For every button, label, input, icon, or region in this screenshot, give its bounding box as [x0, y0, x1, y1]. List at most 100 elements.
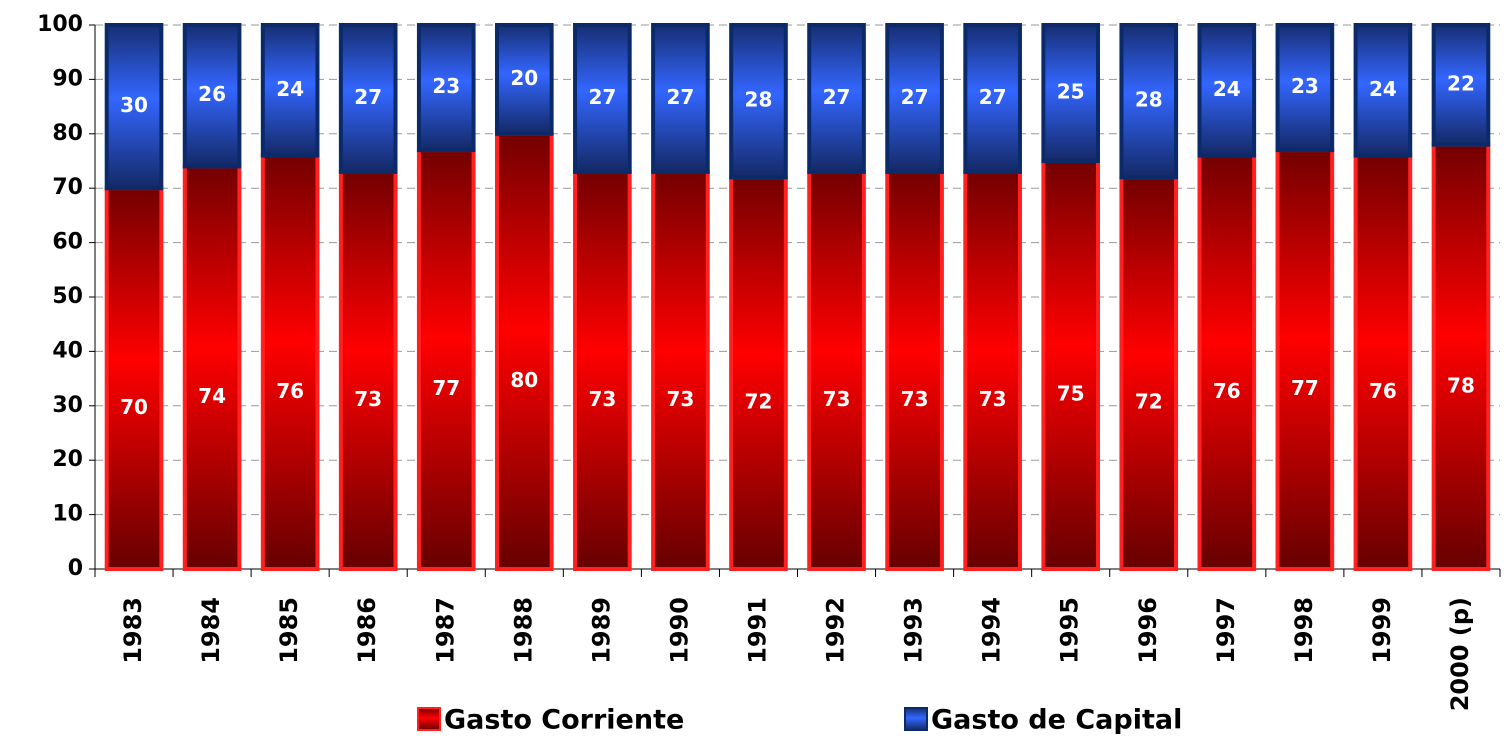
- value-label: 26: [198, 82, 226, 106]
- value-label: 73: [979, 387, 1007, 411]
- y-tick-label: 30: [52, 393, 83, 418]
- value-label: 75: [1057, 382, 1085, 406]
- y-tick-label: 60: [52, 230, 83, 255]
- bar-segment: [338, 23, 398, 174]
- y-tick-label: 20: [52, 447, 83, 472]
- value-label: 73: [666, 387, 694, 411]
- bar-segment: [729, 23, 788, 180]
- y-tick-label: 80: [52, 121, 83, 146]
- x-tick-label: 1998: [1290, 597, 1318, 664]
- y-tick-label: 70: [52, 175, 83, 200]
- y-tick-label: 40: [52, 338, 83, 363]
- bar-segment: [1041, 23, 1101, 163]
- value-label: 28: [1135, 88, 1163, 112]
- x-tick-label: 1991: [743, 597, 771, 664]
- value-label: 22: [1447, 71, 1475, 95]
- x-tick-label: 1993: [900, 597, 928, 664]
- x-tick-label: 1996: [1134, 597, 1162, 664]
- bar-segment: [885, 23, 944, 174]
- bar-segment: [1197, 153, 1257, 571]
- bar-segment: [1041, 159, 1101, 571]
- x-tick-label: 1988: [509, 597, 537, 664]
- value-label: 77: [1291, 376, 1319, 400]
- value-label: 27: [588, 85, 616, 109]
- bar-segment: [1353, 23, 1413, 158]
- value-label: 24: [276, 77, 304, 101]
- x-tick-label: 1983: [119, 597, 147, 664]
- value-label: 73: [901, 387, 929, 411]
- value-label: 78: [1447, 373, 1475, 397]
- value-label: 27: [979, 85, 1007, 109]
- value-label: 24: [1213, 77, 1241, 101]
- value-label: 24: [1369, 77, 1397, 101]
- value-label: 27: [901, 85, 929, 109]
- value-label: 72: [745, 390, 773, 414]
- bar-segment: [885, 169, 944, 571]
- value-label: 70: [120, 395, 148, 419]
- value-label: 27: [354, 85, 382, 109]
- value-label: 27: [823, 85, 851, 109]
- x-tick-label: 1984: [197, 597, 225, 664]
- bar-segment: [963, 169, 1022, 571]
- bar-segment: [651, 23, 710, 174]
- x-tick-label: 1987: [431, 597, 459, 664]
- legend-label: Gasto Corriente: [444, 705, 684, 736]
- legend-label: Gasto de Capital: [931, 705, 1182, 736]
- bar-segment: [182, 164, 242, 571]
- y-tick-label: 100: [37, 12, 83, 37]
- bar-segment: [416, 148, 476, 571]
- x-tick-label: 1986: [353, 597, 381, 664]
- y-tick-label: 50: [52, 284, 83, 309]
- x-tick-label: 2000 (p): [1446, 597, 1474, 711]
- bar-segment: [1275, 148, 1335, 571]
- y-tick-label: 0: [68, 556, 83, 581]
- value-label: 76: [276, 379, 304, 403]
- bar-segment: [416, 23, 476, 153]
- bar-segment: [807, 23, 866, 174]
- value-label: 27: [666, 85, 694, 109]
- x-tick-label: 1989: [587, 597, 615, 664]
- bar-segment: [1353, 153, 1413, 571]
- value-label: 80: [510, 368, 538, 392]
- bar-segment: [494, 131, 554, 572]
- bar-segment: [494, 23, 554, 136]
- bar-segment: [260, 23, 320, 158]
- value-label: 73: [354, 387, 382, 411]
- y-tick-label: 90: [52, 66, 83, 91]
- bar-segment: [1197, 23, 1257, 158]
- bar-segment: [573, 169, 632, 571]
- bar-segment: [338, 169, 398, 571]
- bar-segment: [651, 169, 710, 571]
- value-label: 28: [745, 88, 773, 112]
- value-label: 23: [432, 74, 460, 98]
- bar-segment: [104, 186, 164, 571]
- x-tick-label: 1995: [1056, 597, 1084, 664]
- value-label: 77: [432, 376, 460, 400]
- bar-segment: [573, 23, 632, 174]
- bar-segment: [1119, 175, 1179, 571]
- value-label: 72: [1135, 390, 1163, 414]
- bar-segment: [1275, 23, 1335, 153]
- x-tick-label: 1992: [822, 597, 850, 664]
- x-tick-label: 1985: [275, 597, 303, 664]
- x-tick-label: 1999: [1368, 597, 1396, 664]
- bar-segment: [182, 23, 242, 169]
- bar-segment: [807, 169, 866, 571]
- bar-segment: [260, 153, 320, 571]
- value-label: 20: [510, 66, 538, 90]
- legend-marker: [417, 707, 441, 731]
- value-label: 73: [588, 387, 616, 411]
- bar-segment: [963, 23, 1022, 174]
- x-tick-label: 1997: [1212, 597, 1240, 664]
- value-label: 74: [198, 384, 226, 408]
- value-label: 76: [1213, 379, 1241, 403]
- value-label: 73: [823, 387, 851, 411]
- bar-segment: [1431, 142, 1491, 571]
- value-label: 25: [1057, 80, 1085, 104]
- value-label: 23: [1291, 74, 1319, 98]
- legend-marker: [904, 707, 928, 731]
- bar-segment: [1431, 23, 1491, 147]
- x-tick-label: 1990: [665, 597, 693, 664]
- x-tick-label: 1994: [978, 597, 1006, 664]
